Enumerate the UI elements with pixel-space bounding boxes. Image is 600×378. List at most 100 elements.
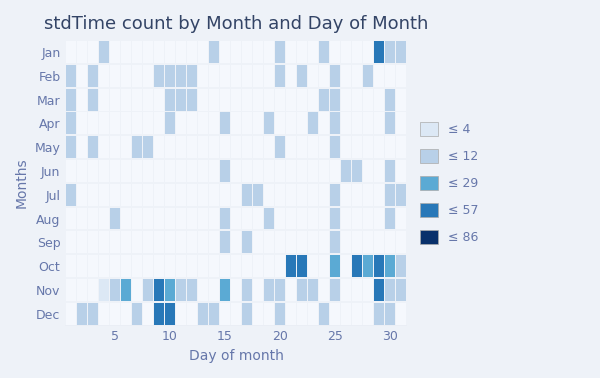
Bar [352,89,362,110]
Bar [198,279,208,301]
Bar [286,41,296,63]
Bar [66,89,76,110]
Bar [396,112,406,134]
Bar [253,136,263,158]
Bar [209,160,219,182]
Bar [132,65,142,87]
Bar [286,136,296,158]
Bar [253,279,263,301]
Bar [88,279,98,301]
Bar [110,41,120,63]
Bar [308,89,318,110]
Bar [319,112,329,134]
Bar [198,255,208,277]
Bar [253,41,263,63]
Bar [341,41,351,63]
Bar [374,65,384,87]
Bar [242,255,252,277]
Bar [264,41,274,63]
Bar [154,65,164,87]
Bar [242,136,252,158]
Bar [286,160,296,182]
Bar [220,41,230,63]
Bar [187,136,197,158]
Bar [165,160,175,182]
Bar [198,89,208,110]
Bar [88,136,98,158]
Bar [264,231,274,253]
Bar [242,41,252,63]
Bar [363,279,373,301]
Bar [275,65,285,87]
Bar [297,303,307,325]
Bar [330,231,340,253]
Bar [275,112,285,134]
Bar [242,279,252,301]
Bar [187,255,197,277]
Bar [121,231,131,253]
Bar [165,255,175,277]
Bar [154,112,164,134]
Bar [286,255,296,277]
Bar [297,112,307,134]
Bar [143,41,153,63]
Bar [352,208,362,229]
Bar [297,65,307,87]
Bar [88,41,98,63]
Bar [66,112,76,134]
Bar [275,231,285,253]
Bar [363,89,373,110]
Bar [385,184,395,206]
Bar [385,255,395,277]
Bar [209,89,219,110]
Bar [396,65,406,87]
Bar [220,208,230,229]
Bar [286,112,296,134]
Bar [110,160,120,182]
Bar [132,255,142,277]
Bar [242,303,252,325]
Bar [308,208,318,229]
Bar [209,112,219,134]
Bar [77,208,87,229]
Bar [88,303,98,325]
Bar [330,303,340,325]
Bar [154,208,164,229]
Bar [275,41,285,63]
Bar [121,65,131,87]
Bar [143,112,153,134]
Y-axis label: Months: Months [15,158,29,208]
Bar [209,136,219,158]
Bar [341,231,351,253]
X-axis label: Day of month: Day of month [188,349,283,363]
Bar [264,255,274,277]
Bar [308,231,318,253]
Bar [253,89,263,110]
Bar [275,184,285,206]
Bar [198,184,208,206]
Bar [385,279,395,301]
Bar [77,160,87,182]
Bar [99,279,109,301]
Bar [374,303,384,325]
Bar [308,184,318,206]
Bar [154,89,164,110]
Bar [319,89,329,110]
Bar [242,231,252,253]
Bar [88,208,98,229]
Bar [99,255,109,277]
Bar [220,160,230,182]
Bar [330,184,340,206]
Bar [231,208,241,229]
Bar [253,303,263,325]
Bar [308,65,318,87]
Bar [176,231,186,253]
Bar [264,65,274,87]
Bar [110,65,120,87]
Bar [363,160,373,182]
Bar [231,303,241,325]
Bar [319,65,329,87]
Bar [396,89,406,110]
Bar [264,160,274,182]
Bar [264,136,274,158]
